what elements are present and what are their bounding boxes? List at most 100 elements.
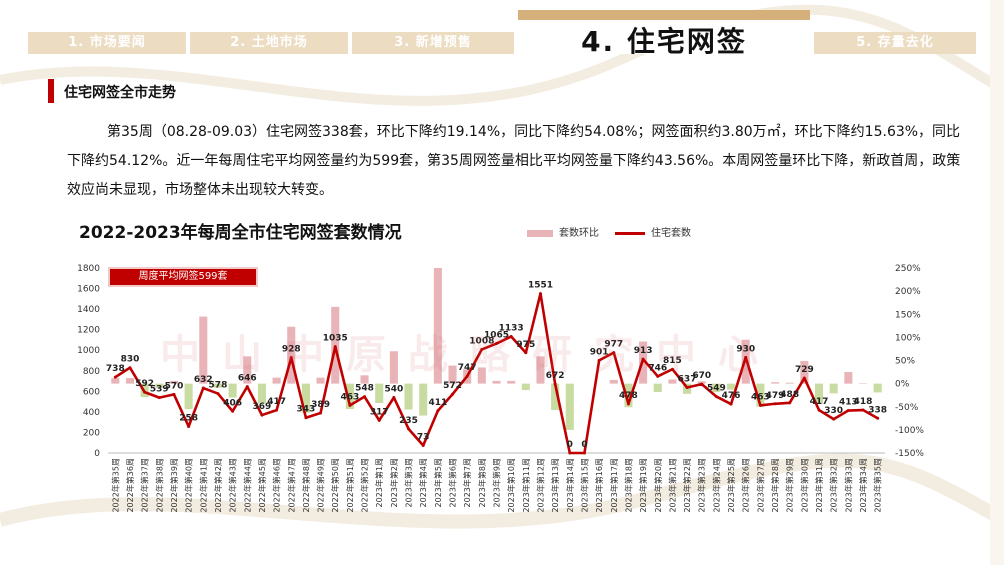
data-label: 977: [604, 340, 623, 350]
ratio-bar: [375, 383, 384, 404]
ratio-bar: [536, 356, 545, 384]
section-marker: [48, 79, 54, 103]
ratio-bar: [727, 383, 736, 390]
x-tick-label: 2023年第31周: [814, 458, 824, 513]
data-label: 258: [179, 413, 198, 423]
data-label: 0: [567, 440, 573, 450]
x-tick-label: 2022年第52周: [360, 458, 370, 513]
x-tick-label: 2022年第43周: [228, 458, 238, 513]
ratio-bar: [814, 383, 824, 404]
data-label: 746: [648, 363, 667, 373]
units-point: [729, 402, 733, 406]
units-point: [802, 376, 806, 380]
data-label: 901: [590, 347, 609, 357]
units-point: [582, 451, 586, 455]
data-label: 411: [428, 398, 447, 408]
y2-tick-label: 150%: [895, 310, 921, 320]
data-label: 417: [267, 397, 286, 407]
data-label: 330: [824, 406, 843, 416]
x-tick-label: 2023年第1周: [374, 458, 384, 507]
data-label: 930: [736, 344, 755, 354]
units-point: [157, 396, 161, 400]
x-tick-label: 2022年第50周: [330, 458, 340, 513]
ratio-bar: [155, 383, 164, 388]
units-point: [407, 427, 411, 431]
ratio-bar: [756, 383, 765, 407]
y-tick-label: 800: [83, 367, 100, 377]
tab-new-presale[interactable]: 3. 新增预售: [352, 32, 514, 54]
x-tick-label: 2022年第42周: [213, 458, 223, 513]
units-point: [656, 374, 660, 378]
tab-inventory[interactable]: 5. 存量去化: [814, 32, 976, 54]
ratio-bar: [844, 372, 853, 384]
data-label: 1035: [323, 334, 348, 344]
y-tick-label: 1200: [77, 326, 100, 336]
ratio-bar: [389, 351, 398, 384]
data-label: 540: [384, 385, 403, 395]
units-point: [421, 443, 425, 447]
units-point: [817, 408, 821, 412]
data-label: 632: [194, 375, 213, 385]
x-tick-label: 2023年第34周: [858, 458, 868, 513]
units-point: [231, 409, 235, 413]
units-point: [744, 355, 748, 359]
data-label: 317: [370, 407, 389, 417]
ratio-bar: [169, 380, 179, 384]
x-tick-label: 2022年第45周: [257, 458, 267, 513]
x-tick-label: 2023年第29周: [785, 458, 795, 513]
y2-tick-label: 200%: [895, 287, 921, 297]
x-tick-label: 2023年第33周: [843, 458, 853, 513]
units-point: [260, 413, 264, 417]
x-tick-label: 2023年第20周: [653, 458, 663, 513]
data-label: 672: [546, 371, 565, 381]
units-point: [876, 416, 880, 420]
tab-market-news[interactable]: 1. 市场要闻: [28, 32, 186, 54]
units-point: [216, 392, 220, 396]
data-label: 570: [165, 381, 184, 391]
units-point: [700, 382, 704, 386]
units-point: [392, 396, 396, 399]
y2-tick-label: -150%: [895, 449, 924, 459]
data-label: 738: [106, 364, 125, 374]
data-label: 1551: [528, 281, 553, 291]
ratio-bar: [111, 378, 120, 384]
legend-item-ratio: 套数环比: [527, 224, 599, 239]
units-point: [612, 351, 616, 355]
x-tick-label: 2023年第28周: [770, 458, 780, 513]
y-tick-label: 200: [83, 428, 100, 438]
x-tick-label: 2023年第16周: [594, 458, 604, 513]
ratio-bar: [184, 383, 193, 410]
x-tick-label: 2023年第18周: [623, 458, 633, 513]
units-point: [832, 417, 836, 421]
ratio-bar: [433, 268, 442, 384]
data-label: 0: [581, 440, 587, 450]
units-point: [788, 401, 792, 405]
units-point: [861, 408, 865, 412]
tab-land-market[interactable]: 2. 土地市场: [190, 32, 348, 54]
x-tick-label: 2023年第3周: [404, 458, 414, 507]
units-point: [304, 416, 308, 420]
y-tick-label: 1400: [77, 305, 100, 315]
data-label: 1133: [499, 324, 524, 334]
units-point: [245, 385, 249, 389]
x-tick-label: 2023年第13周: [550, 458, 560, 513]
data-label: 369: [253, 402, 272, 412]
ratio-bar: [785, 382, 794, 384]
units-point: [333, 345, 337, 349]
units-point: [641, 357, 645, 361]
data-label: 572: [443, 381, 462, 391]
legend-line-swatch: [615, 231, 645, 235]
tab-residential-contracts[interactable]: 4. 住宅网签: [518, 10, 810, 58]
y-tick-label: 1600: [77, 285, 100, 295]
ratio-bar: [624, 383, 633, 408]
ratio-bar: [272, 377, 281, 384]
units-point: [348, 403, 352, 407]
ratio-bar: [609, 379, 618, 384]
x-tick-label: 2022年第37周: [140, 458, 150, 513]
data-label: 539: [150, 385, 169, 395]
x-tick-label: 2023年第23周: [697, 458, 707, 513]
data-label: 413: [839, 398, 858, 408]
units-point: [714, 395, 718, 399]
units-point: [289, 356, 293, 360]
